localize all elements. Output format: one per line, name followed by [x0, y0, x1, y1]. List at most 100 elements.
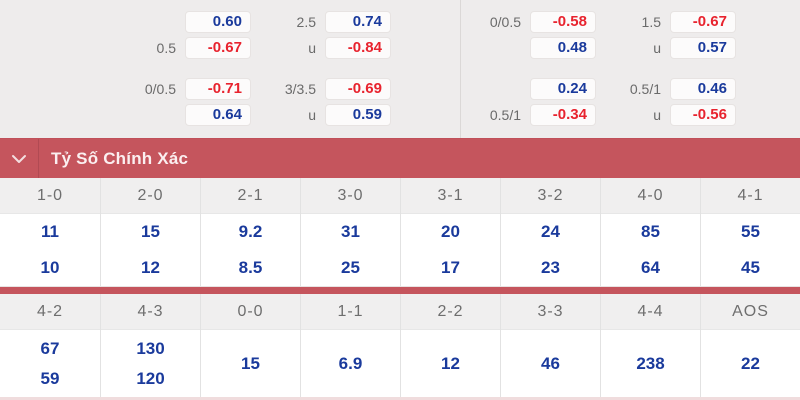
odds-value-button[interactable]: 0.74	[325, 11, 391, 33]
score-odds-cell[interactable]: 10	[0, 250, 100, 286]
score-odds-cell[interactable]: 25	[301, 250, 400, 286]
odds-value: 130	[136, 338, 165, 358]
score-header-cell: 2-0	[101, 178, 200, 214]
odds-value-button[interactable]: -0.58	[530, 11, 596, 33]
score-column: 2-1 9.2 8.5	[200, 178, 300, 286]
score-header-cell: 1-1	[301, 294, 400, 330]
odds-value-button[interactable]: 0.59	[325, 104, 391, 126]
score-odds-cell[interactable]: 11	[0, 214, 100, 250]
odds-line-label: 0/0.5	[144, 81, 176, 97]
score-odds-cell[interactable]: 64	[601, 250, 700, 286]
odds-pair: 0.5/1 0.46 u -0.56	[615, 78, 736, 126]
odds-row: 1.5 -0.67	[615, 11, 736, 33]
score-header-cell: 2-1	[201, 178, 300, 214]
odds-value: 22	[741, 353, 760, 373]
odds-row: u -0.56	[615, 104, 736, 126]
score-odds-cell[interactable]: 8.5	[201, 250, 300, 286]
odds-value-button[interactable]: 0.60	[185, 11, 251, 33]
score-odds-cell[interactable]: 85	[601, 214, 700, 250]
odds-value-button[interactable]: -0.67	[185, 37, 251, 59]
score-header-cell: 2-2	[401, 294, 500, 330]
section-divider-bar	[0, 286, 800, 294]
odds-group-top-right: 0/0.5 -0.58 0.48 1.5 -0.67 u 0.57	[475, 11, 736, 59]
score-odds-cell[interactable]: 6.9	[301, 330, 400, 397]
odds-line-label: 2.5	[296, 14, 316, 30]
odds-row: 0/0.5 -0.58	[475, 11, 596, 33]
odds-pair: 3/3.5 -0.69 u 0.59	[270, 78, 391, 126]
odds-group-bottom-left: 0/0.5 -0.71 0.64 3/3.5 -0.69 u 0.59	[130, 78, 391, 126]
score-odds-cell[interactable]: 12	[101, 250, 200, 286]
odds-panel: 0.60 0.5 -0.67 2.5 0.74 u -0.84 0/0.5 -0…	[0, 0, 800, 138]
score-odds-cell[interactable]: 15	[201, 330, 300, 397]
score-column: 0-0 15	[200, 294, 300, 397]
odds-value: 238	[636, 353, 665, 373]
score-column: AOS 22	[700, 294, 800, 397]
odds-row: 0/0.5 -0.71	[130, 78, 251, 100]
score-odds-cell[interactable]: 46	[501, 330, 600, 397]
odds-row: 0.24	[475, 78, 596, 100]
score-odds-cell[interactable]: 12	[401, 330, 500, 397]
score-odds-cell[interactable]: 130 120	[101, 330, 200, 397]
score-column: 3-3 46	[500, 294, 600, 397]
score-odds-cell[interactable]: 22	[701, 330, 800, 397]
score-odds-cell[interactable]: 31	[301, 214, 400, 250]
odds-value-button[interactable]: 0.64	[185, 104, 251, 126]
odds-value-button[interactable]: 0.57	[670, 37, 736, 59]
score-column: 4-0 85 64	[600, 178, 700, 286]
score-header-cell: 4-3	[101, 294, 200, 330]
odds-row: u -0.84	[270, 37, 391, 59]
odds-value-button[interactable]: -0.69	[325, 78, 391, 100]
odds-value-button[interactable]: -0.34	[530, 104, 596, 126]
correct-score-table-section-2: 4-2 67 59 4-3 130 120 0-0 15 1-1 6.9 2-2…	[0, 294, 800, 397]
correct-score-section-header[interactable]: Tỷ Số Chính Xác	[0, 138, 800, 179]
odds-line-label: u	[653, 40, 661, 56]
score-odds-cell[interactable]: 15	[101, 214, 200, 250]
odds-value-button[interactable]: 0.48	[530, 37, 596, 59]
score-header-cell: 4-2	[0, 294, 100, 330]
score-odds-cell[interactable]: 24	[501, 214, 600, 250]
score-odds-cell[interactable]: 23	[501, 250, 600, 286]
odds-line-label: u	[308, 40, 316, 56]
score-odds-cell[interactable]: 17	[401, 250, 500, 286]
score-header-cell: 3-1	[401, 178, 500, 214]
score-odds-cell[interactable]: 238	[601, 330, 700, 397]
odds-value-button[interactable]: -0.84	[325, 37, 391, 59]
odds-group-bottom-right: 0.24 0.5/1 -0.34 0.5/1 0.46 u -0.56	[475, 78, 736, 126]
odds-value-button[interactable]: -0.71	[185, 78, 251, 100]
score-odds-cell[interactable]: 55	[701, 214, 800, 250]
score-header-cell: 1-0	[0, 178, 100, 214]
score-column: 4-3 130 120	[100, 294, 200, 397]
odds-line-label: u	[308, 107, 316, 123]
score-header-cell: 4-1	[701, 178, 800, 214]
score-odds-cell[interactable]: 20	[401, 214, 500, 250]
odds-row: 0.5/1 -0.34	[475, 104, 596, 126]
odds-row: 3/3.5 -0.69	[270, 78, 391, 100]
odds-group-top-left: 0.60 0.5 -0.67 2.5 0.74 u -0.84	[130, 11, 391, 59]
score-odds-cell[interactable]: 45	[701, 250, 800, 286]
score-odds-cell[interactable]: 67 59	[0, 330, 100, 397]
score-header-cell: AOS	[701, 294, 800, 330]
odds-value-button[interactable]: 0.46	[670, 78, 736, 100]
odds-row: 2.5 0.74	[270, 11, 391, 33]
chevron-down-icon	[0, 154, 38, 164]
odds-line-label: 0.5	[156, 40, 176, 56]
score-header-cell: 3-2	[501, 178, 600, 214]
score-column: 4-4 238	[600, 294, 700, 397]
odds-value-button[interactable]: -0.56	[670, 104, 736, 126]
odds-value: 59	[40, 369, 60, 388]
score-odds-cell[interactable]: 9.2	[201, 214, 300, 250]
section-title: Tỷ Số Chính Xác	[51, 148, 189, 168]
score-column: 4-2 67 59	[0, 294, 100, 397]
odds-value-button[interactable]: 0.24	[530, 78, 596, 100]
odds-row: u 0.57	[615, 37, 736, 59]
odds-line-label: u	[653, 107, 661, 123]
score-header-cell: 4-0	[601, 178, 700, 214]
odds-value: 120	[136, 369, 165, 388]
score-column: 2-0 15 12	[100, 178, 200, 286]
odds-line-label: 0.5/1	[629, 81, 661, 97]
odds-value-button[interactable]: -0.67	[670, 11, 736, 33]
bar-divider	[38, 138, 39, 179]
score-column: 3-2 24 23	[500, 178, 600, 286]
odds-row: u 0.59	[270, 104, 391, 126]
odds-value: 46	[541, 353, 560, 373]
